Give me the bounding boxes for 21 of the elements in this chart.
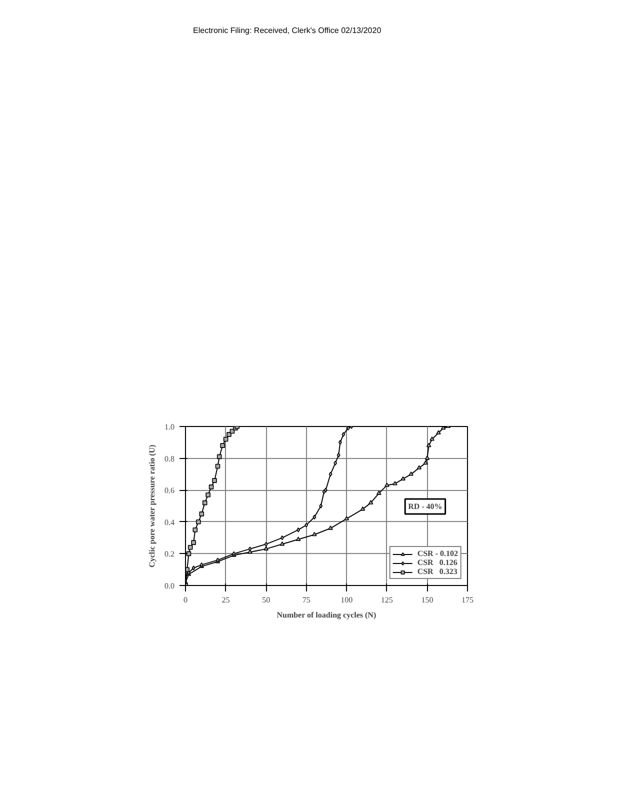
annotation: RD - 40%	[408, 502, 442, 511]
y-tick-label: 0.6	[164, 486, 174, 496]
x-tick-label: 25	[222, 596, 230, 604]
text: Electronic Filing: Received, Clerk's Office 02/13/2020	[193, 25, 382, 36]
y-tick-label: 0.2	[164, 550, 174, 559]
x-axis-title: Number of loading cycles (N)	[276, 610, 376, 620]
x-tick-label: 0	[184, 596, 188, 604]
x-tick-label: 150	[421, 596, 434, 604]
x-tick-label: 50	[262, 596, 270, 604]
x-tick-label: 175	[462, 596, 474, 604]
y-tick-label: 1.0	[164, 422, 174, 432]
x-tick-label: 100	[340, 596, 353, 604]
y-tick-label: 0.8	[164, 454, 174, 464]
legend-label: CSR 0.323	[417, 567, 458, 576]
y-tick-label: 0.0	[164, 582, 174, 590]
x-tick-label: 75	[302, 596, 310, 604]
y-tick-label: 0.4	[164, 518, 174, 527]
x-tick-label: 125	[380, 596, 393, 604]
legend-label: CSR 0.126	[417, 558, 458, 567]
legend-label: CSR - 0.102	[417, 549, 458, 558]
y-axis-title: Cyclic pore water pressure ratio (U)	[148, 444, 156, 568]
